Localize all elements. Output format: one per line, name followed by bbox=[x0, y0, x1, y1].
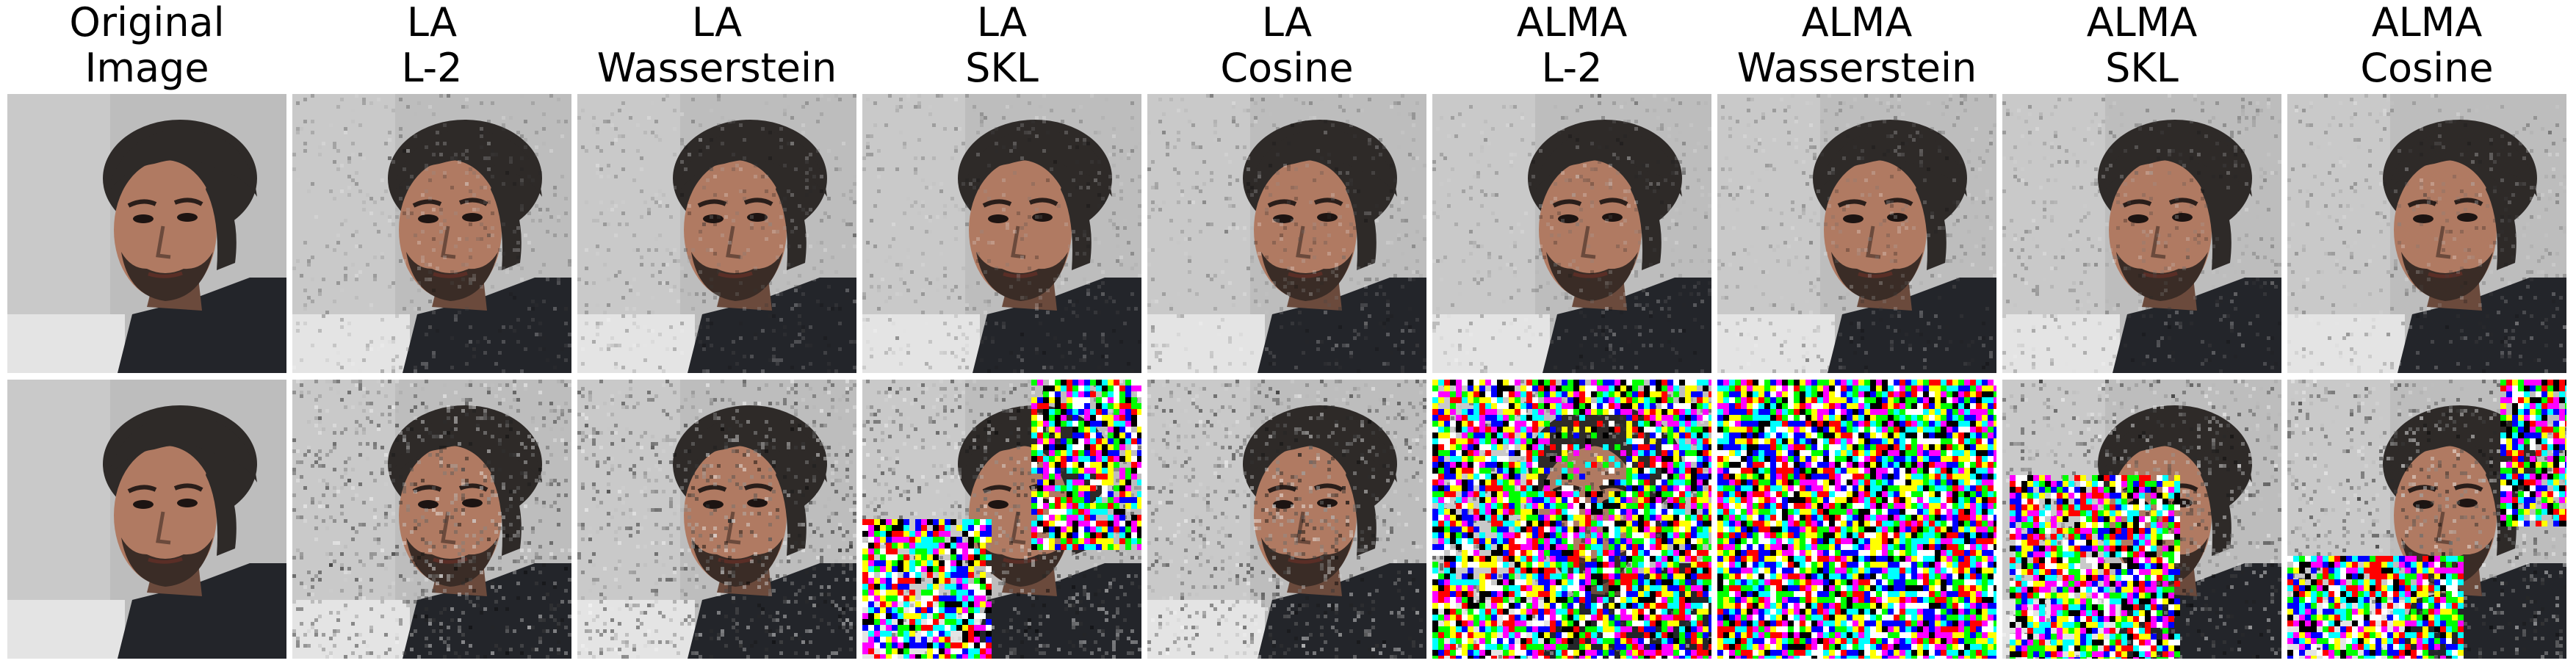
column-title-line2: L-2 bbox=[1541, 45, 1603, 91]
column-title-line1: ALMA bbox=[1801, 0, 1913, 46]
image-panel bbox=[7, 94, 286, 373]
column-title-line2: Wasserstein bbox=[1736, 45, 1977, 91]
column-title: Original Image bbox=[7, 0, 286, 91]
column-title-line1: LA bbox=[691, 0, 743, 46]
image-panel bbox=[292, 94, 571, 373]
column-title-line2: SKL bbox=[965, 45, 1039, 91]
image-panel bbox=[862, 94, 1141, 373]
image-panel bbox=[1147, 94, 1426, 373]
image-panel bbox=[1432, 94, 1711, 373]
column-title-line2: Cosine bbox=[2360, 45, 2494, 91]
column-title: ALMA Cosine bbox=[2287, 0, 2566, 91]
column-title: ALMA Wasserstein bbox=[1717, 0, 1996, 91]
column-title-line1: Original bbox=[69, 0, 225, 46]
column-title-line1: LA bbox=[406, 0, 458, 46]
column-title: LA SKL bbox=[862, 0, 1141, 91]
image-panel bbox=[2002, 380, 2281, 659]
image-panel bbox=[7, 380, 286, 659]
column-title: ALMA L-2 bbox=[1432, 0, 1711, 91]
column-title: LA L-2 bbox=[292, 0, 571, 91]
column-title-line2: Wasserstein bbox=[596, 45, 837, 91]
column-title-line2: Cosine bbox=[1220, 45, 1354, 91]
image-panel bbox=[577, 94, 856, 373]
column-title: LA Cosine bbox=[1147, 0, 1426, 91]
column-title-line1: ALMA bbox=[2371, 0, 2483, 46]
column-title-line1: LA bbox=[976, 0, 1028, 46]
image-panel bbox=[862, 380, 1141, 659]
image-panel bbox=[2287, 94, 2566, 373]
column-title-line2: Image bbox=[84, 45, 209, 91]
column-title-line1: ALMA bbox=[2086, 0, 2198, 46]
image-panel bbox=[292, 380, 571, 659]
image-panel bbox=[1147, 380, 1426, 659]
column-title-line1: LA bbox=[1261, 0, 1313, 46]
image-panel bbox=[2287, 380, 2566, 659]
image-panel bbox=[577, 380, 856, 659]
column-title-line2: L-2 bbox=[401, 45, 463, 91]
column-title: LA Wasserstein bbox=[577, 0, 856, 91]
image-panel bbox=[2002, 94, 2281, 373]
column-title-line1: ALMA bbox=[1516, 0, 1628, 46]
column-title: ALMA SKL bbox=[2002, 0, 2281, 91]
image-panel bbox=[1432, 380, 1711, 659]
image-panel bbox=[1717, 94, 1996, 373]
image-panel bbox=[1717, 380, 1996, 659]
column-title-line2: SKL bbox=[2105, 45, 2179, 91]
